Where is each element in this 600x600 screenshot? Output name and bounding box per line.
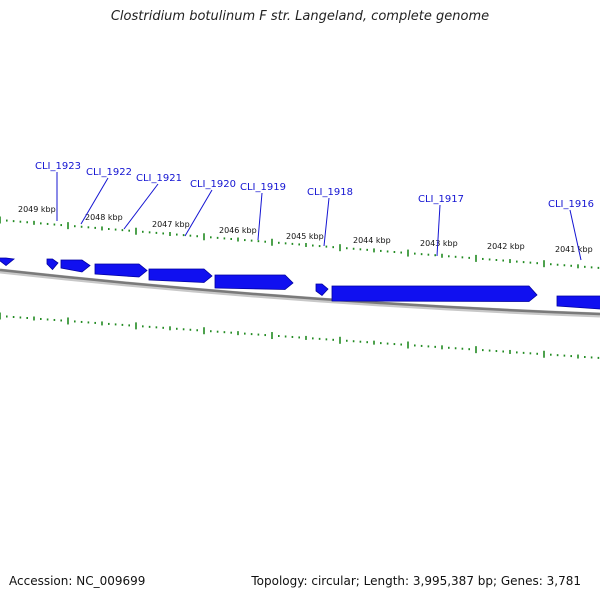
gene-arrow[interactable] [331,285,538,302]
genome-title: Clostridium botulinum F str. Langeland, … [110,9,490,24]
gene-arrow[interactable] [315,283,329,297]
gene-label[interactable]: CLI_1920 [190,179,236,190]
gene-arrow[interactable] [94,263,148,278]
gene-label-leader [323,197,330,247]
kbp-label-group: 2049 kbp 2048 kbp 2047 kbp 2046 kbp 2045 kbp… [18,205,593,254]
gene-label[interactable]: CLI_1923 [35,161,81,172]
gene-arrow[interactable] [60,259,91,273]
gene-label-leader [569,209,582,261]
gene-label[interactable]: CLI_1919 [240,182,286,193]
kbp-tick-label: 2048 kbp [85,213,123,222]
gene-label-leader [257,192,263,241]
gene-arrow[interactable] [214,274,294,290]
gene-arrow[interactable] [556,295,600,310]
gene-track [0,257,600,310]
gene-label-leaders [56,172,582,261]
kbp-tick-label: 2049 kbp [18,205,56,214]
gene-label[interactable]: CLI_1921 [136,173,182,184]
kbp-tick-label: 2045 kbp [286,232,324,241]
accession-text: Accession: NC_009699 [9,574,146,588]
gene-label-leader [123,183,159,230]
gene-label-leader [80,177,109,225]
gene-arrow[interactable] [148,268,213,283]
gene-label[interactable]: CLI_1922 [86,167,132,178]
gene-label-leader [436,204,441,257]
gene-arrow[interactable] [46,258,59,271]
kbp-tick-label: 2041 kbp [555,245,593,254]
gene-label-leader [184,189,213,237]
gene-label-group: CLI_1923 CLI_1922 CLI_1921 CLI_1920 CLI_1919… [35,161,594,210]
inner-tick-track [0,312,600,359]
kbp-tick-label: 2044 kbp [353,236,391,245]
genome-backbone [0,268,600,316]
gene-label[interactable]: CLI_1916 [548,199,594,210]
gene-label[interactable]: CLI_1918 [307,187,353,198]
gene-label[interactable]: CLI_1917 [418,194,464,205]
kbp-tick-label: 2042 kbp [487,242,525,251]
kbp-tick-label: 2043 kbp [420,239,458,248]
kbp-tick-label: 2046 kbp [219,226,257,235]
kbp-tick-label: 2047 kbp [152,220,190,229]
gene-arrow[interactable] [0,257,15,267]
genome-summary-text: Topology: circular; Length: 3,995,387 bp… [251,574,581,588]
outer-tick-track [0,216,600,269]
